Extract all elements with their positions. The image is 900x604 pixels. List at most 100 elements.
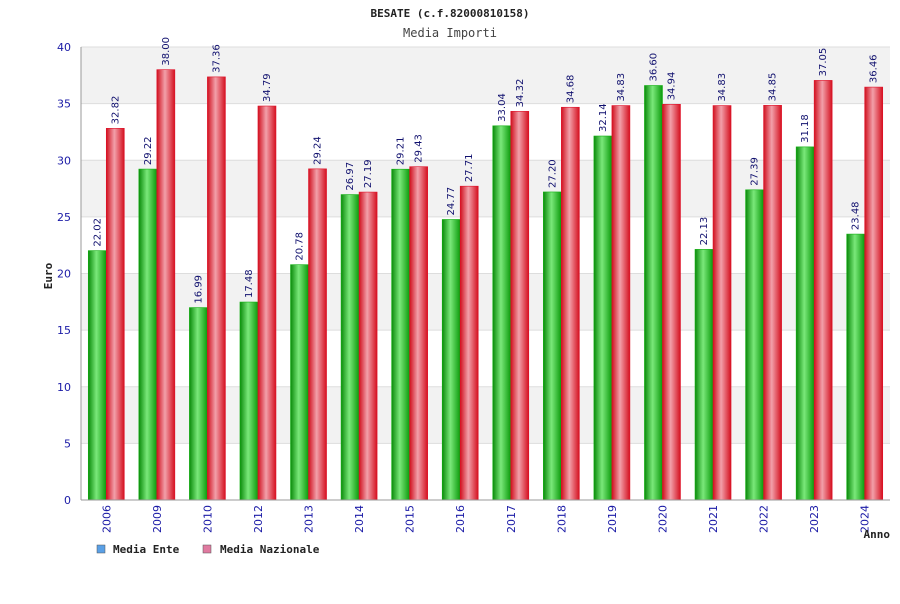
data-label: 37.36 xyxy=(211,44,222,73)
data-label: 34.83 xyxy=(717,73,728,102)
x-tick-label: 2014 xyxy=(353,505,366,533)
x-tick-label: 2024 xyxy=(859,505,872,533)
y-tick-label: 35 xyxy=(57,98,71,111)
chart-title: BESATE (c.f.82000810158) xyxy=(371,7,530,20)
bar-media-ente xyxy=(290,264,309,501)
bar-media-ente xyxy=(87,250,107,501)
bar-media-ente xyxy=(492,125,512,501)
data-label: 29.22 xyxy=(143,136,154,165)
bar-media-ente xyxy=(340,194,360,501)
bar-media-ente xyxy=(138,168,158,501)
bar-media-ente xyxy=(846,233,866,501)
bars xyxy=(87,69,884,501)
x-tick-label: 2018 xyxy=(555,505,568,533)
y-tick-label: 0 xyxy=(64,494,71,507)
legend-swatch-nazionale xyxy=(202,544,212,554)
legend: Media Ente Media Nazionale xyxy=(96,543,320,556)
data-label: 27.39 xyxy=(750,157,761,186)
data-label: 34.68 xyxy=(565,75,576,104)
bar-media-ente xyxy=(543,191,562,501)
data-label: 24.77 xyxy=(446,187,457,216)
x-tick-label: 2017 xyxy=(505,505,518,533)
data-label: 34.85 xyxy=(768,73,779,102)
bar-media-nazionale xyxy=(611,105,631,501)
data-label: 22.13 xyxy=(699,217,710,246)
x-tick-label: 2021 xyxy=(707,505,720,533)
bar-media-nazionale xyxy=(358,191,378,501)
x-tick-label: 2016 xyxy=(454,505,467,533)
x-tick-label: 2012 xyxy=(252,505,265,533)
bar-media-ente xyxy=(391,168,410,501)
data-label: 36.46 xyxy=(869,54,880,83)
data-label: 38.00 xyxy=(161,37,172,66)
bar-media-nazionale xyxy=(105,128,125,501)
bar-media-nazionale xyxy=(813,80,833,501)
x-tick-label: 2023 xyxy=(808,505,821,533)
x-tick-label: 2020 xyxy=(656,505,669,533)
legend-swatch-ente xyxy=(96,544,106,554)
data-label: 32.82 xyxy=(110,96,121,125)
bar-media-nazionale xyxy=(207,76,226,501)
value-labels: 22.02 32.82 29.22 38.00 16.99 37.36 17.48 34.79… xyxy=(92,37,879,304)
y-tick-label: 10 xyxy=(57,381,71,394)
data-label: 27.71 xyxy=(464,154,475,183)
x-tick-label: 2015 xyxy=(404,505,417,533)
data-label: 29.24 xyxy=(313,136,324,165)
data-label: 20.78 xyxy=(295,232,306,261)
y-tick-label: 40 xyxy=(57,41,71,54)
y-tick-label: 25 xyxy=(57,211,71,224)
x-tick-label: 2013 xyxy=(303,505,316,533)
data-label: 34.32 xyxy=(515,79,526,108)
legend-label-ente: Media Ente xyxy=(113,543,180,556)
y-tick-label: 15 xyxy=(57,324,71,337)
bar-media-nazionale xyxy=(712,105,732,501)
bar-media-nazionale xyxy=(257,105,277,501)
x-tick-label: 2006 xyxy=(100,505,113,533)
bar-media-nazionale xyxy=(763,105,782,501)
bar-media-nazionale xyxy=(409,166,428,501)
data-label: 29.21 xyxy=(396,137,407,166)
data-label: 16.99 xyxy=(193,275,204,304)
y-axis-ticks: 0 5 10 15 20 25 30 35 40 xyxy=(57,41,71,507)
bar-media-nazionale xyxy=(561,106,580,501)
bar-media-ente xyxy=(239,301,259,501)
bar-media-ente xyxy=(593,135,613,501)
y-tick-label: 5 xyxy=(64,437,71,450)
x-axis-label: Anno xyxy=(864,528,891,541)
data-label: 23.48 xyxy=(851,201,862,230)
y-axis-label: Euro xyxy=(42,262,55,289)
data-label: 22.02 xyxy=(92,218,103,247)
bar-media-ente xyxy=(694,249,714,501)
data-label: 34.94 xyxy=(666,72,677,101)
chart-subtitle: Media Importi xyxy=(403,26,497,40)
y-tick-label: 20 xyxy=(57,268,71,281)
bar-media-nazionale xyxy=(459,185,479,501)
bar-media-ente xyxy=(745,189,764,501)
data-label: 32.14 xyxy=(598,103,609,132)
x-axis-ticks: 2006 2009 2010 2012 2013 2014 2015 2016 2017 2018… xyxy=(100,505,871,533)
data-label: 27.19 xyxy=(363,159,374,188)
y-tick-label: 30 xyxy=(57,154,71,167)
data-label: 33.04 xyxy=(497,93,508,122)
bar-media-ente xyxy=(795,146,815,501)
bar-media-nazionale xyxy=(662,104,681,501)
data-label: 29.43 xyxy=(414,134,425,163)
data-label: 37.05 xyxy=(818,48,829,77)
legend-label-nazionale: Media Nazionale xyxy=(220,543,320,556)
bar-media-ente xyxy=(441,219,461,501)
bar-media-nazionale xyxy=(864,86,884,501)
x-tick-label: 2022 xyxy=(758,505,771,533)
x-tick-label: 2019 xyxy=(606,505,619,533)
bar-media-nazionale xyxy=(510,111,530,501)
data-label: 26.97 xyxy=(345,162,356,191)
data-label: 34.83 xyxy=(616,73,627,102)
bar-media-ente xyxy=(189,307,208,501)
data-label: 17.48 xyxy=(244,269,255,298)
data-label: 34.79 xyxy=(262,73,273,102)
bar-media-ente xyxy=(644,85,663,501)
x-tick-label: 2009 xyxy=(151,505,164,533)
bar-media-nazionale xyxy=(308,168,327,501)
x-tick-label: 2010 xyxy=(201,505,214,533)
